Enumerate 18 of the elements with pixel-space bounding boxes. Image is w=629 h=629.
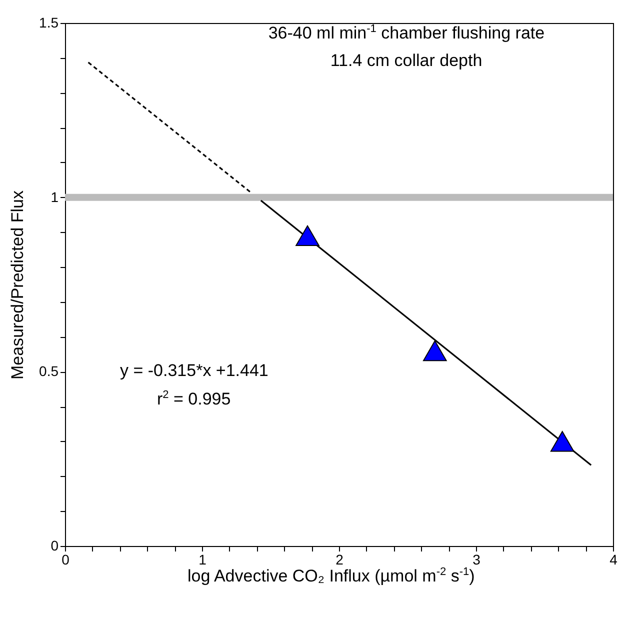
point	[550, 431, 574, 452]
y-tick-label: 0	[50, 538, 59, 554]
x-tick-label: 2	[336, 552, 344, 568]
y-tick-label: 1.5	[39, 14, 59, 30]
x-tick-label: 3	[472, 552, 481, 568]
annotation: 11.4 cm collar depth	[330, 50, 482, 71]
x-tick-label: 1	[198, 552, 207, 568]
point	[296, 225, 320, 246]
x-axis-title: log Advective CO₂ Influx (µmol m$^{-2}$ s$^{-1}$)	[188, 566, 475, 588]
x-tick-label: 4	[610, 552, 618, 568]
x-tick-label: 0	[62, 552, 70, 568]
annotation: y = -0.315*x +1.441	[120, 360, 268, 382]
annotation: 36-40 ml min$^{-1}$ chamber flushing rate	[268, 22, 545, 44]
point	[423, 340, 447, 362]
y-tick-label: 1	[50, 188, 59, 205]
y-axis-title: Measured/Predicted Flux	[8, 190, 28, 380]
annotation: r$^{2}$ = 0.995	[157, 388, 231, 410]
y-tick-label: 0.5	[39, 363, 59, 380]
